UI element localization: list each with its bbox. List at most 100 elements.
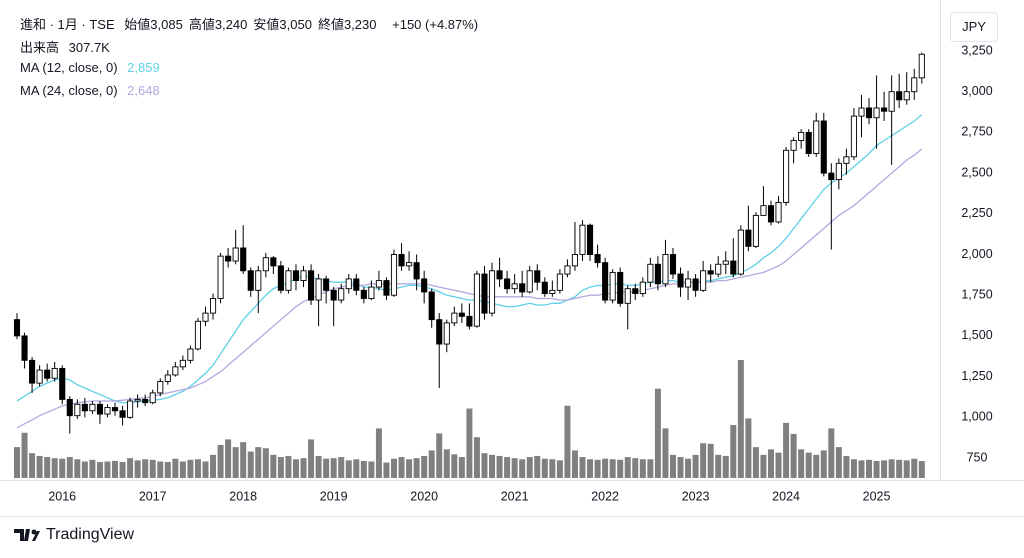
- volume-bar: [368, 461, 375, 478]
- y-tick-label: 2,500: [961, 165, 992, 179]
- volume-bar: [360, 460, 367, 478]
- volume-bar: [707, 443, 714, 478]
- volume-bar: [911, 458, 918, 478]
- candle-body: [564, 265, 571, 275]
- volume-bar: [858, 460, 865, 478]
- volume-bar: [873, 460, 880, 478]
- footer: TradingView: [14, 526, 134, 544]
- candle-body: [330, 289, 337, 301]
- candle-body: [59, 368, 66, 400]
- ma-name: MA (12, close, 0): [20, 60, 118, 75]
- volume-bar: [888, 459, 895, 478]
- candle-body: [119, 410, 126, 418]
- candle-body: [292, 270, 300, 282]
- candle-body: [496, 270, 503, 280]
- volume-bar: [519, 459, 526, 478]
- volume-bar: [96, 462, 103, 478]
- candle-body: [828, 172, 835, 181]
- volume-bar: [270, 454, 277, 478]
- volume-bar: [74, 459, 81, 478]
- currency-button[interactable]: JPY: [950, 12, 998, 42]
- candle-body: [790, 140, 797, 151]
- candle-body: [157, 381, 164, 394]
- candle-body: [360, 289, 367, 299]
- candle-body: [700, 270, 707, 291]
- candle-body: [850, 115, 857, 158]
- volume-bar: [36, 455, 43, 478]
- candle-body: [662, 254, 669, 285]
- volume-bar: [602, 458, 609, 478]
- candle-body: [685, 278, 692, 288]
- volume-bar: [157, 461, 164, 478]
- volume-bar: [654, 388, 661, 478]
- candle-body: [586, 224, 594, 255]
- candle-body: [466, 315, 473, 327]
- candle-body: [164, 374, 171, 382]
- candle-body: [677, 273, 684, 288]
- volume-bar: [760, 454, 767, 478]
- volume-bar: [850, 459, 857, 478]
- volume-bar: [179, 461, 186, 478]
- candle-body: [247, 270, 254, 291]
- volume-bar: [685, 458, 692, 478]
- volume-bar: [21, 432, 28, 478]
- x-tick-label: 2023: [682, 489, 710, 503]
- candle-body: [413, 262, 420, 280]
- candle-body: [51, 368, 58, 379]
- moving-average-line: [16, 114, 923, 404]
- y-tick-label: 1,250: [961, 369, 992, 383]
- volume-bar: [187, 459, 194, 478]
- volume-bar: [594, 459, 601, 478]
- ohlc-label: 安値: [253, 17, 280, 32]
- candle-body: [262, 257, 269, 272]
- volume-bar: [526, 457, 533, 478]
- y-tick-label: 1,000: [961, 410, 992, 424]
- candle-body: [398, 254, 405, 267]
- candle-body: [436, 319, 443, 345]
- volume-bar: [534, 455, 541, 478]
- volume-bar: [89, 459, 96, 478]
- volume-bar: [383, 462, 390, 478]
- candle-body: [74, 403, 81, 417]
- candle-body: [722, 260, 729, 265]
- volume-bar: [51, 458, 58, 478]
- candle-body: [783, 149, 790, 203]
- volume-bar: [609, 459, 616, 478]
- volume-bar: [375, 428, 382, 478]
- candle-body: [881, 107, 888, 112]
- candle-body: [609, 271, 616, 301]
- candle-body: [903, 91, 910, 101]
- volume-bar: [775, 452, 782, 478]
- volume-bar: [255, 447, 262, 478]
- volume-bar: [59, 458, 66, 478]
- volume-bar: [277, 457, 284, 478]
- volume-bar: [232, 447, 239, 478]
- candle-body: [519, 283, 526, 293]
- candle-body: [187, 348, 194, 361]
- candle-body: [390, 254, 398, 296]
- x-tick-label: 2017: [139, 489, 167, 503]
- candle-body: [172, 366, 179, 376]
- candle-body: [232, 247, 239, 262]
- volume-bar: [556, 460, 563, 478]
- volume-bar: [247, 451, 254, 478]
- volume-bar: [172, 458, 179, 478]
- candle-body: [202, 312, 209, 322]
- volume-bar: [700, 443, 707, 478]
- candle-body: [715, 263, 722, 275]
- volume-bar: [353, 459, 360, 478]
- volume-bar: [149, 459, 156, 478]
- x-tick-label: 2020: [410, 489, 438, 503]
- ma-value: 2,859: [127, 60, 160, 75]
- volume-bar: [549, 459, 556, 478]
- candle-body: [179, 359, 186, 368]
- candle-body: [707, 270, 714, 275]
- candle-body: [338, 288, 345, 301]
- candle-body: [406, 262, 413, 267]
- candle-body: [835, 162, 842, 181]
- candle-body: [89, 403, 96, 412]
- ohlc-label: 終値: [317, 17, 344, 32]
- y-tick-label: 2,250: [961, 206, 992, 220]
- volume-bar: [715, 454, 722, 478]
